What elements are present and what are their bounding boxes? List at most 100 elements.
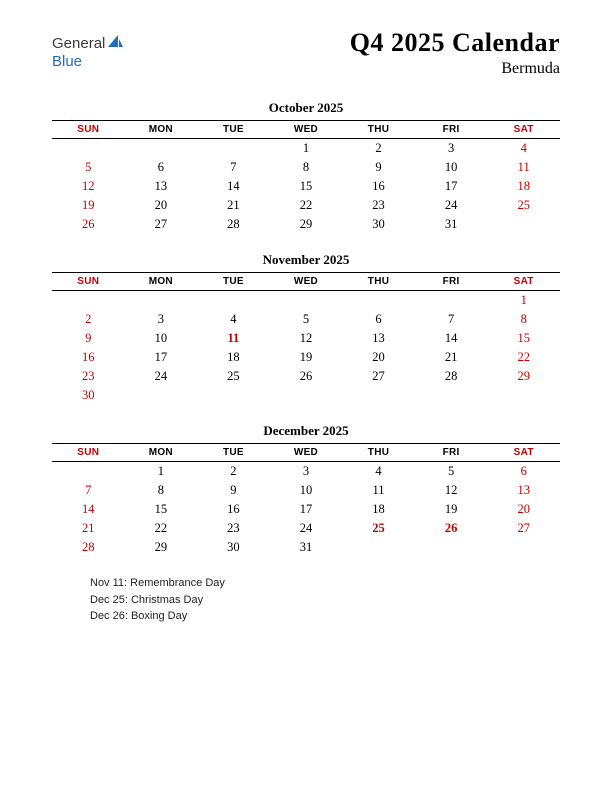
month-block: December 2025SUNMONTUEWEDTHUFRISAT123456…: [52, 423, 560, 557]
calendar-cell: 4: [487, 139, 560, 159]
logo-text-blue: Blue: [52, 53, 82, 70]
calendar-cell: 1: [125, 462, 198, 482]
calendar-table: SUNMONTUEWEDTHUFRISAT1234567891011121314…: [52, 120, 560, 234]
calendar-cell: 10: [270, 481, 343, 500]
page-title: Q4 2025 Calendar: [350, 28, 560, 58]
calendar-cell: 31: [270, 538, 343, 557]
calendar-cell: 22: [125, 519, 198, 538]
day-header: SUN: [52, 121, 125, 139]
calendar-cell: 28: [197, 215, 270, 234]
calendar-row: 30: [52, 386, 560, 405]
calendar-cell: 10: [415, 158, 488, 177]
holiday-entry: Dec 26: Boxing Day: [90, 608, 560, 625]
calendar-cell: 11: [197, 329, 270, 348]
calendar-row: 567891011: [52, 158, 560, 177]
calendar-cell: 1: [487, 291, 560, 311]
calendar-cell: 19: [270, 348, 343, 367]
logo-text-general: General: [52, 35, 105, 52]
calendar-cell: 14: [52, 500, 125, 519]
month-title: November 2025: [52, 252, 560, 268]
logo-text-block: General Blue: [52, 34, 123, 71]
day-header: SAT: [487, 121, 560, 139]
calendar-cell: [52, 462, 125, 482]
calendar-cell: 16: [342, 177, 415, 196]
calendar-cell: 4: [342, 462, 415, 482]
calendar-cell: 5: [415, 462, 488, 482]
calendar-cell: [415, 386, 488, 405]
calendar-row: 1: [52, 291, 560, 311]
month-block: November 2025SUNMONTUEWEDTHUFRISAT123456…: [52, 252, 560, 405]
calendar-cell: 1: [270, 139, 343, 159]
calendar-cell: 16: [52, 348, 125, 367]
calendar-cell: [342, 386, 415, 405]
calendar-row: 14151617181920: [52, 500, 560, 519]
calendar-cell: 29: [270, 215, 343, 234]
calendar-cell: 27: [487, 519, 560, 538]
calendar-cell: 2: [197, 462, 270, 482]
calendar-row: 12131415161718: [52, 177, 560, 196]
calendar-cell: 26: [415, 519, 488, 538]
calendar-cell: [197, 291, 270, 311]
calendar-cell: 13: [125, 177, 198, 196]
calendar-cell: 28: [415, 367, 488, 386]
calendar-cell: 12: [415, 481, 488, 500]
calendar-cell: 3: [270, 462, 343, 482]
calendar-cell: 7: [52, 481, 125, 500]
day-header: WED: [270, 444, 343, 462]
day-header: THU: [342, 121, 415, 139]
calendar-cell: 24: [415, 196, 488, 215]
calendar-cell: 6: [125, 158, 198, 177]
calendar-cell: 28: [52, 538, 125, 557]
calendar-cell: [342, 538, 415, 557]
calendar-cell: 2: [342, 139, 415, 159]
calendar-cell: 21: [415, 348, 488, 367]
calendar-cell: 29: [125, 538, 198, 557]
month-title: December 2025: [52, 423, 560, 439]
calendar-cell: 24: [125, 367, 198, 386]
calendar-cell: [125, 291, 198, 311]
calendar-row: 2345678: [52, 310, 560, 329]
day-header: SAT: [487, 444, 560, 462]
calendar-cell: 27: [342, 367, 415, 386]
day-header: SAT: [487, 273, 560, 291]
calendar-row: 19202122232425: [52, 196, 560, 215]
calendar-cell: 12: [52, 177, 125, 196]
day-header: TUE: [197, 444, 270, 462]
calendar-cell: 13: [487, 481, 560, 500]
calendar-cell: 19: [52, 196, 125, 215]
calendar-cell: 26: [270, 367, 343, 386]
calendar-cell: 8: [270, 158, 343, 177]
calendar-cell: 14: [197, 177, 270, 196]
calendar-cell: 19: [415, 500, 488, 519]
calendar-cell: 9: [52, 329, 125, 348]
calendar-cell: 30: [342, 215, 415, 234]
calendar-cell: 9: [342, 158, 415, 177]
calendar-cell: 5: [52, 158, 125, 177]
calendar-cell: 23: [197, 519, 270, 538]
calendar-cell: 21: [197, 196, 270, 215]
calendar-cell: [52, 291, 125, 311]
calendar-cell: 21: [52, 519, 125, 538]
day-header: FRI: [415, 273, 488, 291]
calendar-cell: 7: [415, 310, 488, 329]
calendar-row: 16171819202122: [52, 348, 560, 367]
calendar-cell: 17: [125, 348, 198, 367]
calendar-cell: 13: [342, 329, 415, 348]
calendar-row: 28293031: [52, 538, 560, 557]
calendar-cell: 3: [415, 139, 488, 159]
months-container: October 2025SUNMONTUEWEDTHUFRISAT1234567…: [52, 100, 560, 557]
calendar-cell: [52, 139, 125, 159]
calendar-cell: 25: [197, 367, 270, 386]
calendar-cell: 25: [487, 196, 560, 215]
month-block: October 2025SUNMONTUEWEDTHUFRISAT1234567…: [52, 100, 560, 234]
calendar-row: 9101112131415: [52, 329, 560, 348]
calendar-cell: [487, 386, 560, 405]
day-header: MON: [125, 444, 198, 462]
calendar-cell: 17: [270, 500, 343, 519]
day-header: THU: [342, 273, 415, 291]
calendar-cell: 23: [52, 367, 125, 386]
day-header: SUN: [52, 444, 125, 462]
calendar-cell: 18: [197, 348, 270, 367]
calendar-cell: 20: [125, 196, 198, 215]
calendar-cell: 20: [487, 500, 560, 519]
